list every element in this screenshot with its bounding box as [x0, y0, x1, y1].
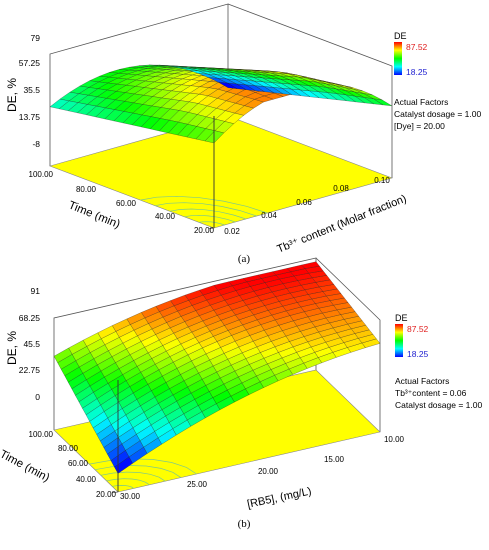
- x-tick-label: 20.00: [258, 467, 279, 476]
- legend-min-label: 18.25: [406, 67, 428, 77]
- x-tick-label: 0.02: [224, 227, 240, 236]
- legend-title: DE: [394, 31, 407, 41]
- color-legend-b: DE 87.52 18.25: [395, 313, 429, 359]
- contour-line: [100, 471, 166, 482]
- x-tick-label: 0.10: [374, 176, 390, 185]
- actual-factors-a: Actual Factors Catalyst dosage = 1.00 [D…: [394, 97, 481, 131]
- actual-factors-title: Actual Factors: [395, 376, 449, 386]
- legend-color-bar: [394, 42, 402, 75]
- x-tick-label: 0.06: [296, 198, 312, 207]
- surface-cell: [49, 98, 70, 110]
- x-tick-label: 0.04: [261, 211, 277, 220]
- y-axis-label-a: Time (min): [67, 199, 122, 231]
- actual-factors-b: Actual Factors Tb³⁺content = 0.06 Cataly…: [395, 376, 482, 410]
- z-tick-label: -8: [32, 139, 40, 149]
- chart-panel-a: 79 57.25 35.5 13.75 -8 DE, % 100.00 80.0…: [5, 3, 481, 265]
- panel-caption-a: (a): [238, 253, 251, 265]
- x-axis-label-b: [RB5], (mg/L): [246, 485, 312, 510]
- axis-box-edge: [315, 257, 381, 432]
- contour-line: [140, 195, 268, 214]
- contour-line: [154, 202, 257, 217]
- x-tick-label: 0.08: [333, 184, 349, 193]
- z-tick-label: 35.5: [23, 85, 40, 95]
- y-tick-label: 100.00: [29, 170, 54, 179]
- surface-cell: [53, 347, 73, 364]
- legend-max-label: 87.52: [406, 42, 428, 52]
- contour-line: [94, 465, 182, 478]
- floor-contours-a: [140, 195, 268, 226]
- x-tick-label: 25.00: [187, 480, 208, 489]
- legend-color-bar: [395, 324, 403, 357]
- y-axis-ticks-b: 100.00 80.00 60.00 40.00 20.00: [29, 430, 117, 499]
- actual-factor-line: Catalyst dosage = 1.00: [394, 109, 481, 119]
- y-axis-ticks-a: 100.00 80.00 60.00 40.00 20.00: [29, 170, 215, 235]
- z-tick-label: 22.75: [19, 365, 41, 375]
- contour-line: [106, 478, 150, 486]
- x-tick-label: 15.00: [324, 455, 345, 464]
- actual-factors-title: Actual Factors: [394, 97, 448, 107]
- z-axis-ticks-a: 79 57.25 35.5 13.75 -8: [19, 33, 41, 149]
- legend-max-label: 87.52: [407, 324, 429, 334]
- axis-box-edge: [49, 3, 229, 166]
- y-tick-label: 80.00: [76, 185, 97, 194]
- contour-line: [199, 221, 225, 226]
- y-tick-label: 80.00: [58, 444, 79, 453]
- x-tick-label: 30.00: [120, 492, 141, 501]
- y-tick-label: 40.00: [76, 475, 97, 484]
- contour-line: [169, 208, 247, 220]
- z-tick-label: 45.5: [23, 339, 40, 349]
- legend-min-label: 18.25: [407, 349, 429, 359]
- y-tick-label: 60.00: [68, 459, 89, 468]
- chart-panel-b: 91 68.25 45.5 22.75 0 DE, % 100.00 80.00…: [0, 257, 482, 530]
- z-tick-label: 0: [35, 392, 40, 402]
- z-tick-label: 57.25: [19, 58, 41, 68]
- contour-line: [89, 458, 197, 475]
- z-tick-label: 91: [31, 286, 41, 296]
- response-surface-a: [49, 64, 393, 144]
- z-tick-label: 68.25: [19, 313, 41, 323]
- contour-line: [184, 214, 236, 223]
- legend-title: DE: [395, 313, 408, 323]
- z-axis-label-a: DE, %: [5, 78, 19, 112]
- actual-factor-line: Tb³⁺content = 0.06: [395, 388, 467, 398]
- y-tick-label: 60.00: [116, 199, 137, 208]
- z-tick-label: 79: [31, 33, 41, 43]
- x-axis-ticks-a: 0.02 0.04 0.06 0.08 0.10: [224, 176, 390, 236]
- y-tick-label: 100.00: [29, 430, 54, 439]
- axis-box-edge: [227, 3, 393, 178]
- response-surface-b: [53, 261, 381, 474]
- actual-factor-line: [Dye] = 20.00: [394, 121, 445, 131]
- y-tick-label: 20.00: [194, 226, 215, 235]
- z-axis-label-b: DE, %: [5, 331, 19, 365]
- z-tick-mark: [208, 227, 215, 229]
- panel-caption-b: (b): [238, 518, 251, 530]
- color-legend-a: DE 87.52 18.25: [394, 31, 428, 77]
- x-axis-ticks-b: 30.00 25.00 20.00 15.00 10.00: [120, 435, 405, 501]
- contour-line: [112, 485, 134, 489]
- x-tick-label: 10.00: [384, 435, 405, 444]
- z-tick-label: 13.75: [19, 112, 41, 122]
- z-tick-mark: [111, 491, 119, 494]
- y-tick-label: 40.00: [155, 212, 176, 221]
- actual-factor-line: Catalyst dosage = 1.00: [395, 400, 482, 410]
- y-tick-label: 20.00: [96, 490, 117, 499]
- floor-contours-b: [89, 458, 197, 489]
- y-axis-label-b: Time (min): [0, 448, 51, 484]
- z-axis-ticks-b: 91 68.25 45.5 22.75 0: [19, 286, 41, 402]
